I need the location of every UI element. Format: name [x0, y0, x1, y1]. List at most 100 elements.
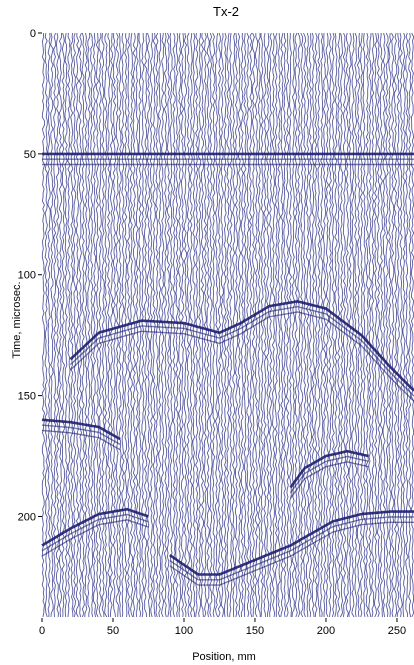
trace-11 — [73, 32, 77, 618]
y-tick-label: 200 — [18, 511, 36, 523]
trace-83 — [277, 32, 281, 618]
trace-25 — [112, 32, 117, 618]
reflection-band — [41, 424, 121, 446]
x-tick-label: 100 — [175, 625, 193, 637]
trace-114 — [365, 32, 369, 618]
x-tick-label: 150 — [246, 625, 264, 637]
y-tick-label: 150 — [18, 391, 36, 403]
trace-65 — [226, 32, 230, 618]
trace-82 — [274, 32, 278, 617]
trace-38 — [149, 33, 153, 618]
reflection-left-lower-event — [41, 507, 149, 557]
trace-64 — [223, 32, 227, 618]
reflection-band — [41, 418, 121, 441]
trace-66 — [229, 32, 233, 618]
trace-31 — [129, 32, 134, 618]
plot-area — [41, 32, 414, 618]
trace-37 — [146, 32, 151, 618]
trace-86 — [285, 32, 290, 618]
trace-43 — [163, 32, 168, 618]
trace-129 — [408, 32, 412, 618]
trace-56 — [200, 32, 205, 618]
trace-120 — [382, 32, 386, 618]
y-axis: 0 50 100 150 200 — [18, 28, 42, 523]
trace-85 — [283, 32, 287, 618]
trace-36 — [143, 32, 148, 618]
trace-121 — [385, 32, 389, 618]
trace-100 — [325, 32, 330, 618]
trace-41 — [158, 32, 162, 618]
trace-78 — [263, 32, 267, 618]
trace-118 — [376, 32, 381, 618]
reflection-band — [169, 516, 414, 581]
trace-63 — [220, 32, 224, 618]
trace-3 — [50, 32, 54, 618]
trace-48 — [178, 32, 182, 618]
trace-8 — [64, 32, 68, 618]
trace-87 — [288, 33, 293, 618]
trace-44 — [166, 32, 171, 618]
trace-84 — [280, 32, 284, 618]
trace-88 — [291, 32, 295, 618]
trace-109 — [351, 32, 355, 618]
y-tick-label: 50 — [24, 149, 36, 161]
trace-59 — [209, 32, 213, 618]
trace-45 — [169, 32, 173, 618]
trace-122 — [388, 32, 392, 618]
trace-24 — [109, 32, 114, 618]
trace-60 — [212, 32, 216, 618]
trace-54 — [195, 32, 199, 618]
trace-99 — [322, 32, 327, 618]
reflection-center-bottom-event — [169, 510, 414, 586]
trace-13 — [78, 32, 82, 618]
trace-124 — [393, 32, 398, 618]
trace-70 — [240, 32, 244, 618]
trace-62 — [217, 32, 222, 618]
trace-23 — [107, 32, 111, 618]
x-tick-label: 0 — [39, 625, 45, 637]
reflection-upper-arch — [69, 299, 414, 402]
trace-22 — [104, 32, 108, 618]
trace-92 — [303, 32, 307, 618]
trace-128 — [405, 32, 409, 618]
trace-47 — [175, 32, 179, 618]
trace-7 — [61, 32, 65, 618]
trace-93 — [305, 32, 310, 617]
trace-42 — [161, 32, 165, 618]
trace-123 — [391, 32, 395, 618]
trace-125 — [396, 32, 401, 618]
trace-1 — [44, 32, 48, 618]
x-axis: 0 50 100 150 200 250 — [39, 618, 406, 637]
reflection-band — [69, 299, 414, 392]
trace-55 — [197, 32, 202, 618]
trace-110 — [354, 32, 358, 618]
reflection-band — [41, 513, 149, 552]
trace-57 — [203, 32, 208, 618]
trace-117 — [373, 32, 378, 618]
trace-10 — [70, 32, 74, 618]
chart-title: Tx-2 — [213, 4, 239, 19]
trace-32 — [132, 32, 136, 618]
reflection-band — [289, 449, 369, 489]
trace-12 — [75, 33, 80, 618]
trace-115 — [368, 32, 372, 618]
trace-130 — [410, 32, 414, 618]
trace-90 — [297, 32, 301, 618]
trace-96 — [314, 32, 318, 618]
trace-2 — [47, 32, 51, 618]
trace-5 — [55, 32, 60, 618]
y-axis-label: Time, microsec. — [11, 281, 23, 358]
reflection-right-middle-event — [289, 449, 369, 499]
trace-119 — [379, 32, 384, 618]
trace-40 — [155, 32, 159, 618]
reflection-band — [69, 311, 414, 402]
trace-26 — [115, 32, 119, 618]
trace-91 — [300, 32, 304, 618]
trace-127 — [402, 32, 406, 618]
trace-18 — [92, 32, 97, 618]
trace-9 — [67, 32, 71, 618]
x-tick-label: 50 — [107, 625, 119, 637]
trace-77 — [260, 32, 264, 618]
trace-76 — [257, 32, 261, 618]
trace-21 — [101, 32, 105, 618]
